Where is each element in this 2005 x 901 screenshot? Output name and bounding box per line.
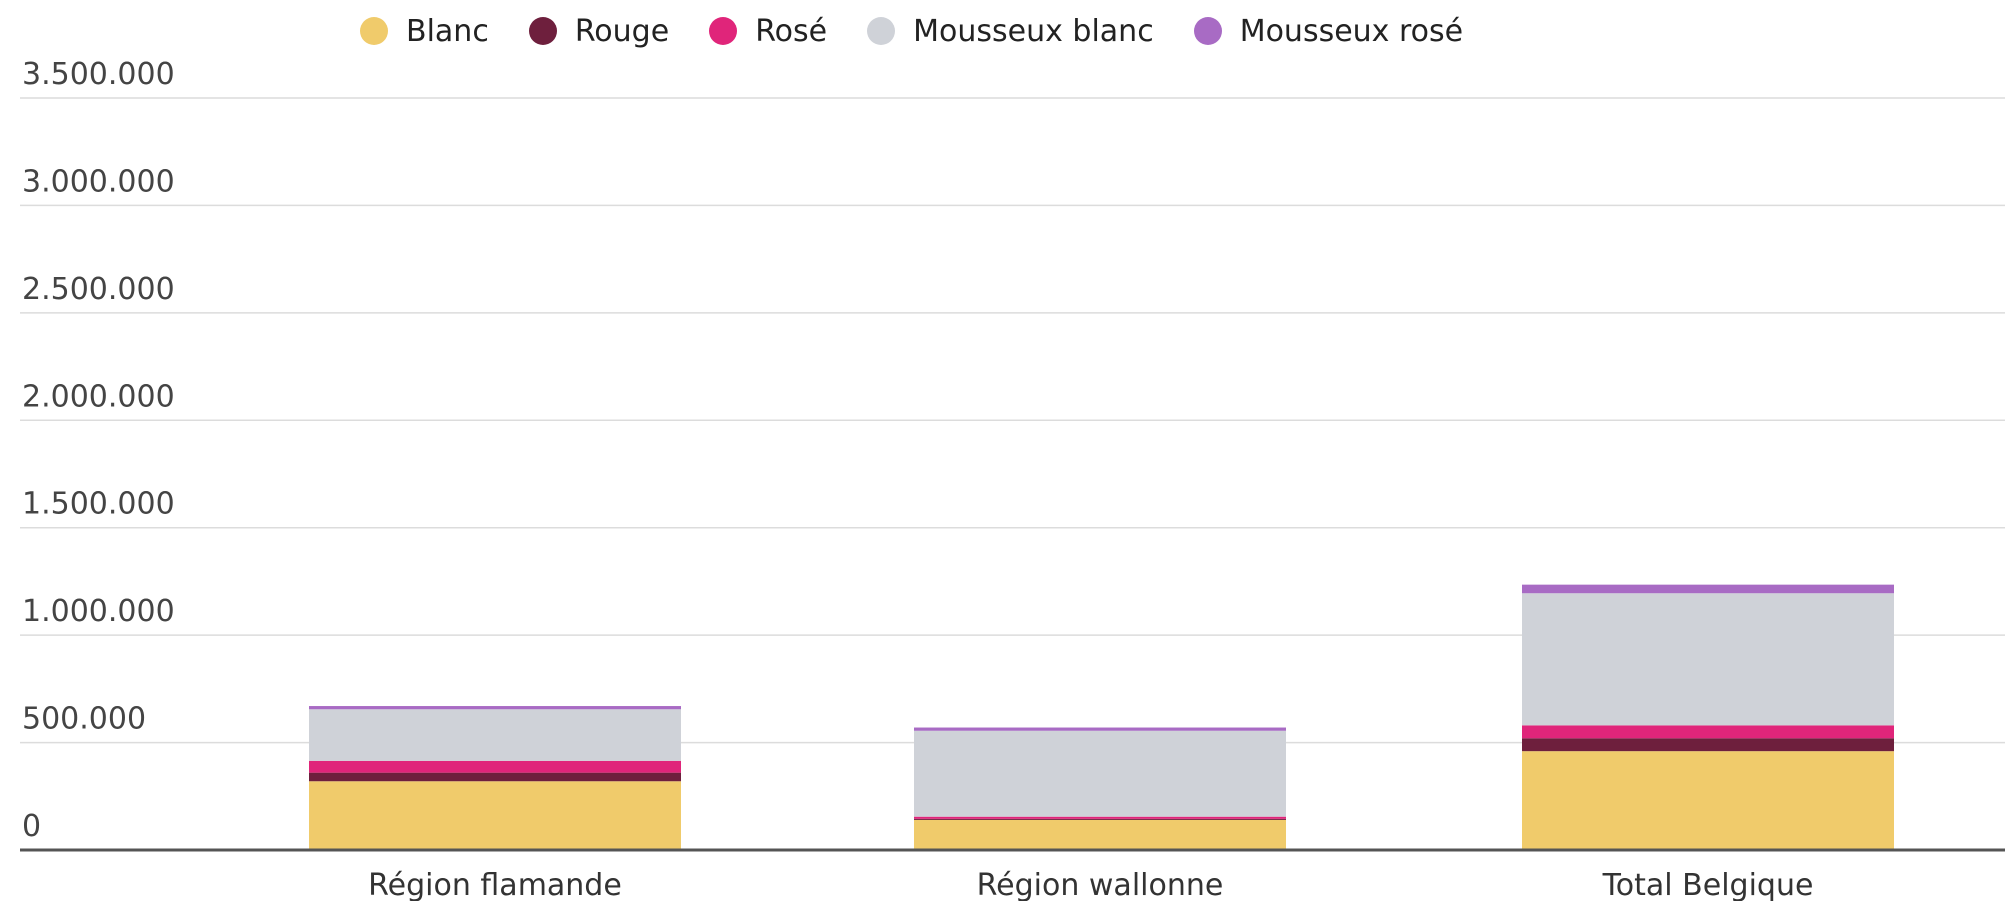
legend-marker <box>528 17 557 45</box>
x-category-label: Région flamande <box>368 868 622 901</box>
bar-segment[interactable] <box>914 727 1286 731</box>
y-tick-label: 500.000 <box>22 702 146 737</box>
legend-item[interactable]: Blanc <box>360 14 489 49</box>
bar-segment[interactable] <box>914 730 1286 817</box>
bar-segment[interactable] <box>1522 584 1894 594</box>
bar-segment[interactable] <box>914 819 1286 850</box>
bar-segment[interactable] <box>1522 725 1894 739</box>
bar-segment[interactable] <box>914 816 1286 819</box>
y-tick-label: 2.000.000 <box>22 379 175 414</box>
bar-segment[interactable] <box>309 760 681 773</box>
legend-marker <box>867 17 896 45</box>
legend-item[interactable]: Rouge <box>528 13 670 49</box>
bar-segment[interactable] <box>309 781 681 850</box>
y-tick-label: 1.500.000 <box>22 487 175 522</box>
legend-marker <box>1193 17 1222 45</box>
y-tick-label: 1.000.000 <box>22 594 175 629</box>
bar-segment[interactable] <box>309 709 681 761</box>
x-category-label: Total Belgique <box>1602 868 1814 901</box>
x-category-label: Région wallonne <box>977 868 1224 901</box>
legend: Blanc Rouge Rosé Mousseux blanc Mousseux ros… <box>360 8 1503 54</box>
legend-label: Mousseux blanc <box>913 13 1154 49</box>
y-tick-label: 0 <box>22 809 41 844</box>
legend-item[interactable]: Mousseux rosé <box>1193 13 1464 49</box>
bar-segment[interactable] <box>1522 593 1894 726</box>
bar-segment[interactable] <box>309 772 681 782</box>
legend-marker <box>709 17 738 45</box>
bar-segment[interactable] <box>1522 751 1894 850</box>
legend-item[interactable]: Mousseux blanc <box>867 14 1154 49</box>
bar-segment[interactable] <box>914 818 1286 820</box>
legend-item[interactable]: Rosé <box>709 14 827 49</box>
legend-marker <box>360 17 388 45</box>
bar-segment[interactable] <box>1522 738 1894 752</box>
legend-label: Blanc <box>406 13 489 49</box>
legend-label: Rosé <box>755 13 828 49</box>
y-tick-label: 2.500.000 <box>22 272 175 307</box>
legend-label: Mousseux rosé <box>1239 13 1464 49</box>
legend-label: Rouge <box>574 13 670 49</box>
y-tick-label: 3.500.000 <box>22 57 175 92</box>
bar-segment[interactable] <box>309 706 681 710</box>
y-tick-label: 3.000.000 <box>22 164 175 199</box>
